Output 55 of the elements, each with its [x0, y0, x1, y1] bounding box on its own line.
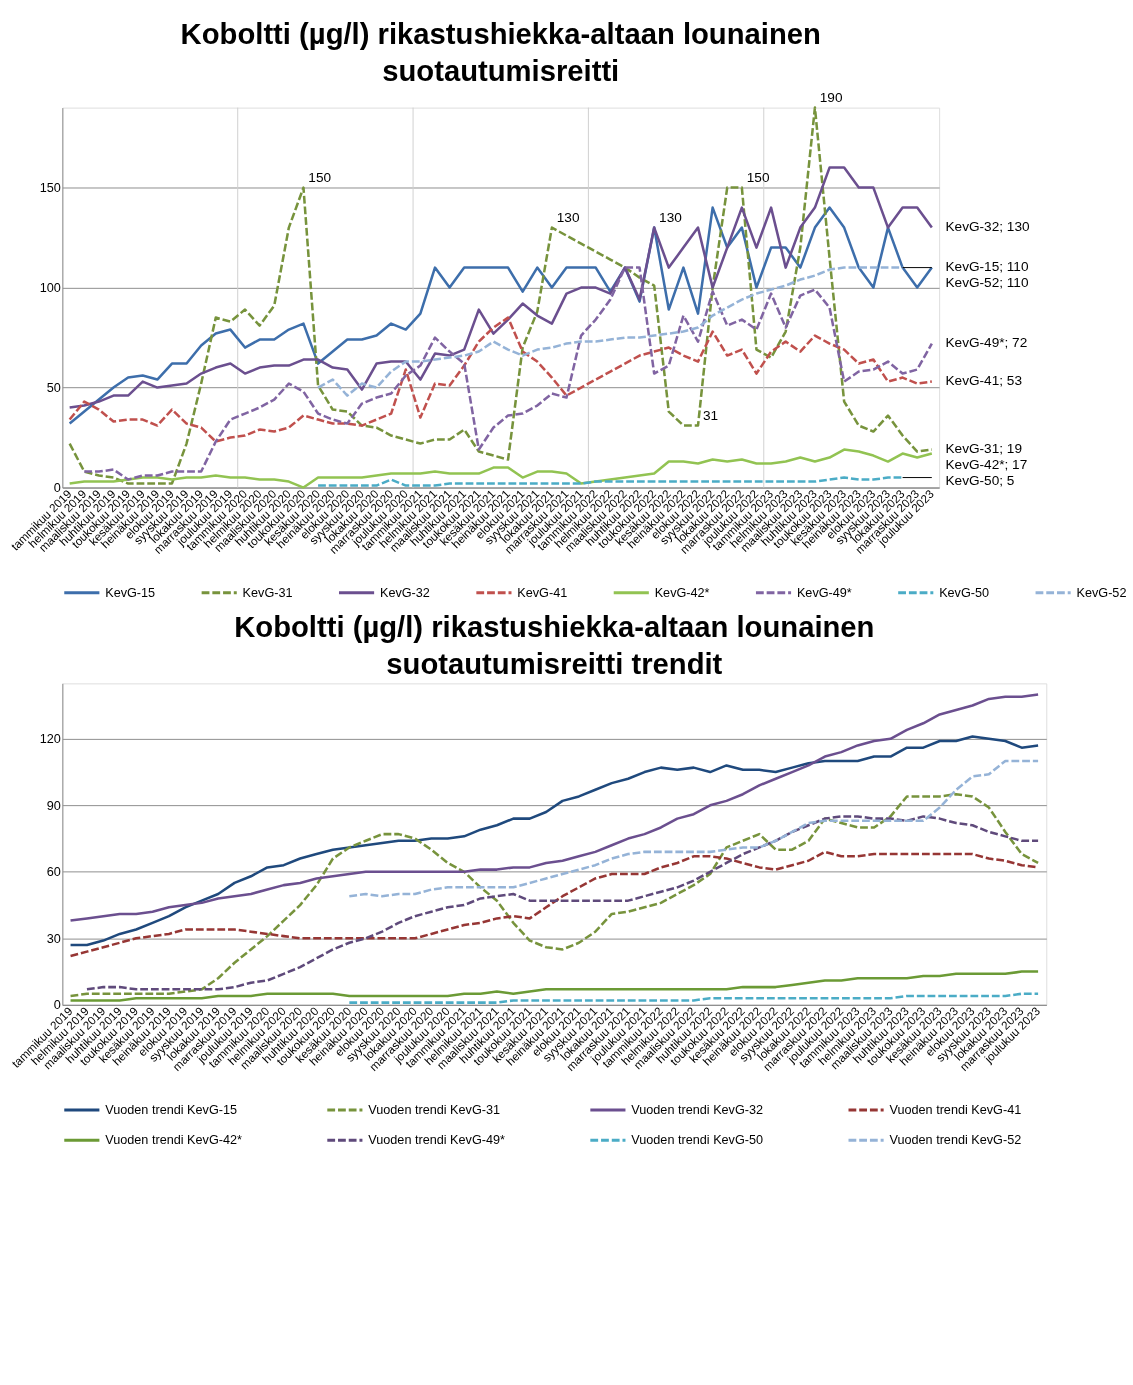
annotation: KevG-31; 19: [945, 441, 1022, 457]
chart-title: Koboltti (µg/l) rikastushiekka-altaan lounainen suotautumisreitti trendit: [234, 610, 875, 680]
y-tick-label: 120: [39, 732, 61, 747]
legend-label: Vuoden trendi KevG-31: [368, 1102, 501, 1117]
y-tick-label: 0: [53, 998, 61, 1013]
line-series: [69, 970, 1040, 1002]
y-tick-label: 150: [39, 180, 61, 195]
annotation: 130: [659, 209, 683, 225]
annotation: KevG-49*; 72: [945, 335, 1028, 351]
y-tick-label: 60: [46, 865, 61, 880]
annotation: KevG-50; 5: [945, 472, 1015, 488]
y-tick-label: 100: [39, 280, 61, 295]
line-series: [348, 759, 1040, 898]
y-tick-label: 50: [46, 380, 61, 395]
line-series: [316, 476, 904, 487]
legend-label: KevG-31: [242, 585, 293, 600]
line-series: [83, 266, 934, 481]
line-series: [68, 106, 934, 485]
annotation: 190: [819, 89, 843, 105]
legend-label: Vuoden trendi KevG-41: [889, 1102, 1022, 1117]
legend-label: KevG-32: [379, 585, 430, 600]
line-series: [69, 792, 1040, 998]
legend-label: Vuoden trendi KevG-15: [105, 1102, 238, 1117]
line-series: [68, 166, 934, 409]
annotation: 150: [308, 169, 332, 185]
legend-label: KevG-41: [517, 585, 568, 600]
legend-label: KevG-42*: [654, 585, 710, 600]
line-series: [85, 815, 1040, 991]
y-tick-label: 90: [46, 798, 61, 813]
annotation: KevG-32; 130: [945, 219, 1030, 235]
legend-label: KevG-49*: [796, 585, 852, 600]
legend-label: KevG-15: [105, 585, 156, 600]
annotation: KevG-41; 53: [945, 373, 1022, 389]
annotation: KevG-42*; 17: [945, 457, 1028, 473]
y-tick-label: 0: [53, 480, 61, 495]
line-series: [348, 992, 1040, 1004]
legend-label: Vuoden trendi KevG-32: [631, 1102, 764, 1117]
annotation: 31: [702, 407, 719, 423]
chart-title: Koboltti (µg/l) rikastushiekka-altaan lounainen suotautumisreitti: [180, 18, 821, 88]
legend-label: Vuoden trendi KevG-52: [889, 1133, 1022, 1148]
line-series: [69, 735, 1040, 947]
legend-label: Vuoden trendi KevG-50: [631, 1133, 764, 1148]
annotation: KevG-52; 110: [945, 275, 1029, 291]
legend-label: Vuoden trendi KevG-49*: [368, 1133, 506, 1148]
line-series: [69, 693, 1040, 922]
legend-label: KevG-52: [1076, 585, 1127, 600]
annotation: KevG-15; 110: [945, 259, 1029, 275]
legend-label: KevG-50: [939, 585, 990, 600]
line-series: [316, 266, 904, 397]
annotation: 130: [556, 209, 580, 225]
y-tick-label: 30: [46, 931, 61, 946]
line-series: [68, 316, 934, 443]
line-series: [68, 448, 934, 489]
legend-label: Vuoden trendi KevG-42*: [105, 1133, 243, 1148]
annotation: 150: [746, 169, 770, 185]
